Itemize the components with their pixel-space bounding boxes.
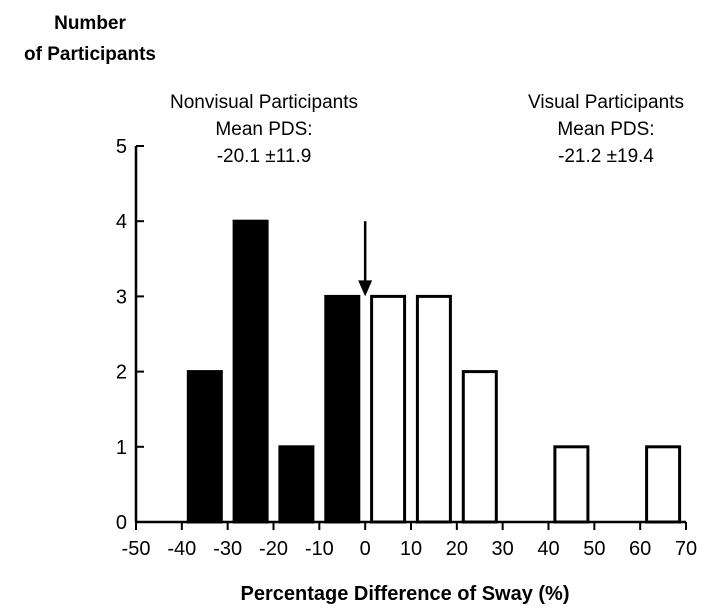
- y-tick-label-3: 3: [116, 286, 127, 308]
- x-tick-label-20: 20: [446, 538, 468, 560]
- visual-bar-1: [415, 294, 452, 524]
- y-tick-label-5: 5: [116, 136, 127, 158]
- nonvisual-bar-1: [232, 219, 269, 524]
- x-tick-label-50: 50: [583, 538, 605, 560]
- x-tick-label-40: 40: [537, 538, 559, 560]
- y-axis-title: Number of Participants: [24, 13, 156, 65]
- y-axis-title-line-2: of Participants: [24, 44, 156, 65]
- visual-annotation-line-3: -21.2 ±19.4: [558, 146, 654, 167]
- x-tick-label--50: -50: [122, 538, 151, 560]
- visual-annotation: Visual Participants Mean PDS: -21.2 ±19.…: [528, 92, 684, 167]
- visual-bar-4: [645, 445, 682, 524]
- zero-arrow-head: [358, 280, 373, 297]
- y-axis-title-line-1: Number: [54, 13, 126, 34]
- nonvisual-bar-2: [278, 445, 315, 524]
- x-tick-label-30: 30: [492, 538, 514, 560]
- x-axis-title: Percentage Difference of Sway (%): [241, 583, 570, 605]
- x-tick-label--30: -30: [213, 538, 242, 560]
- nonvisual-bar-3: [324, 294, 361, 524]
- y-tick-label-1: 1: [116, 437, 127, 459]
- x-tick-label--10: -10: [305, 538, 334, 560]
- x-tick-label-0: 0: [360, 538, 371, 560]
- visual-bar-3: [553, 445, 590, 524]
- visual-annotation-line-2: Mean PDS:: [557, 119, 654, 140]
- visual-bar-2: [461, 370, 498, 524]
- nonvisual-annotation-line-2: Mean PDS:: [215, 119, 312, 140]
- nonvisual-annotation-line-1: Nonvisual Participants: [170, 92, 358, 113]
- y-tick-label-0: 0: [116, 512, 127, 534]
- nonvisual-annotation-line-3: -20.1 ±11.9: [217, 146, 312, 167]
- y-tick-label-2: 2: [116, 362, 127, 384]
- visual-bar-0: [370, 294, 407, 524]
- x-tick-label-10: 10: [400, 538, 422, 560]
- chart-marks: 0 1 2 3 4 5 -50 -40 -30 -20 -10 0 10 20 30 40 50 60 70: [116, 136, 697, 560]
- x-tick-label-60: 60: [629, 538, 651, 560]
- x-tick-label-70: 70: [675, 538, 697, 560]
- nonvisual-bar-0: [186, 370, 223, 524]
- x-tick-label--20: -20: [259, 538, 288, 560]
- visual-annotation-line-1: Visual Participants: [528, 92, 684, 113]
- y-tick-label-4: 4: [116, 211, 127, 233]
- nonvisual-annotation: Nonvisual Participants Mean PDS: -20.1 ±…: [170, 92, 358, 167]
- x-tick-label--40: -40: [167, 538, 196, 560]
